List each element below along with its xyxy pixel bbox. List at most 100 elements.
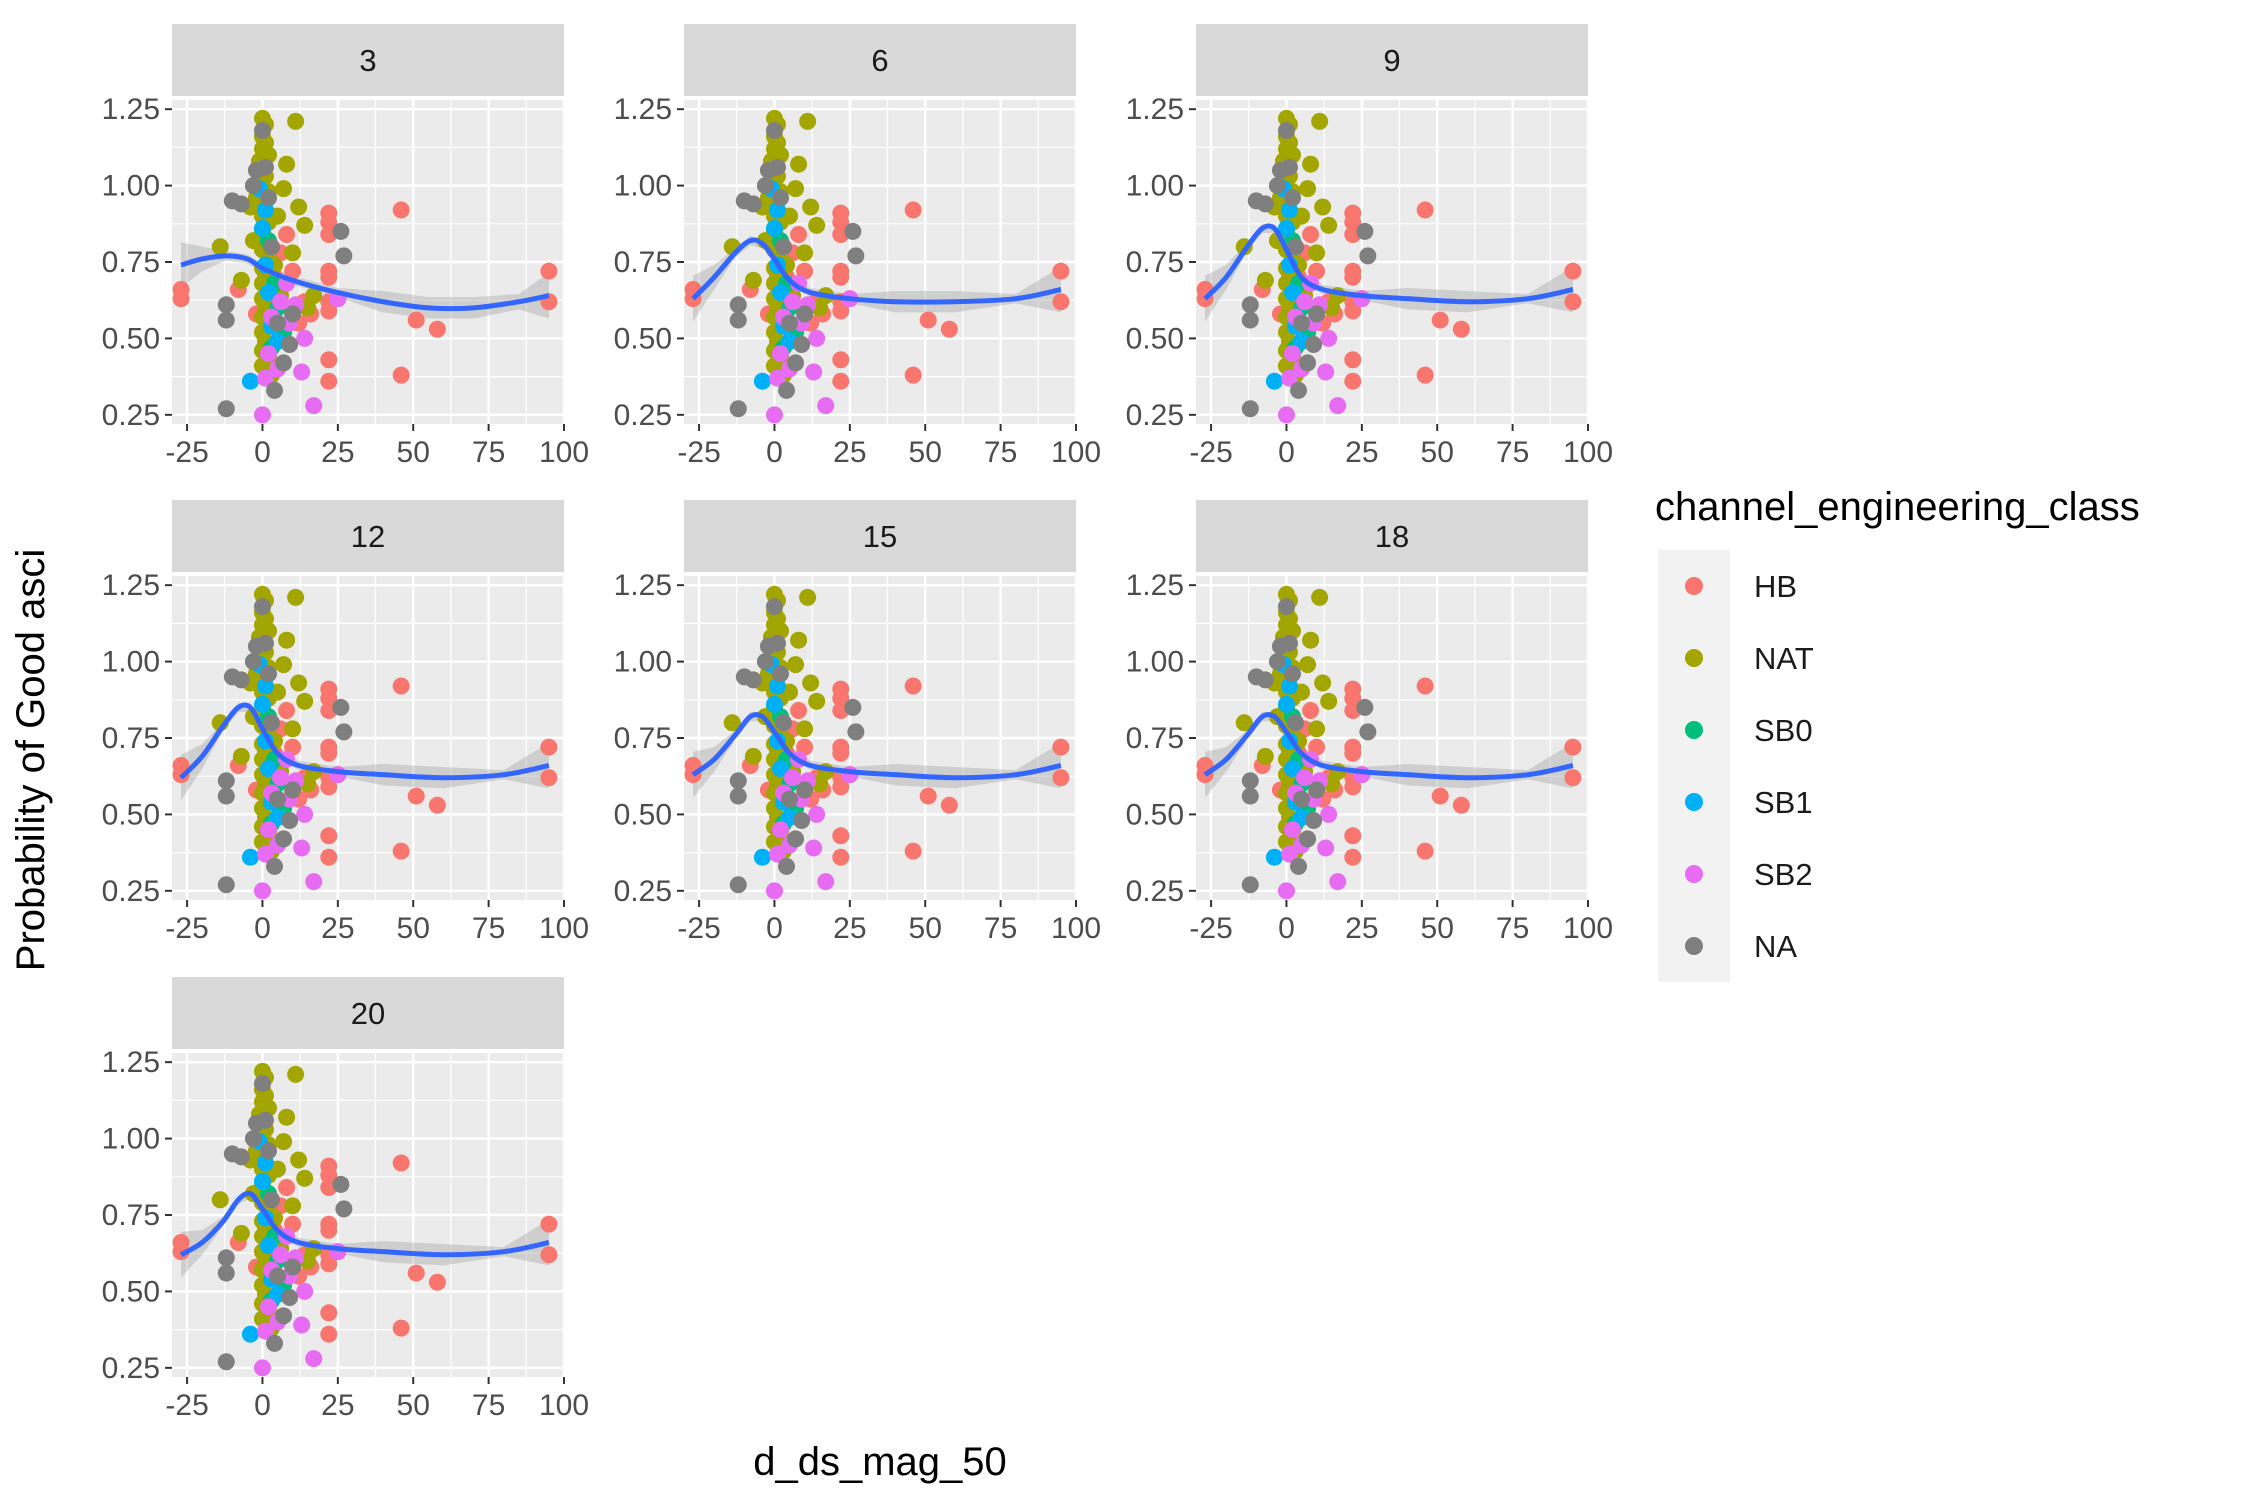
data-point-HB [428,320,446,338]
data-point-HB [904,201,922,219]
x-tick-label: 0 [254,436,271,469]
data-point-SB1 [253,695,271,713]
data-point-HB [832,213,850,231]
data-point-NAT [290,198,308,216]
data-point-SB2 [768,845,786,863]
data-point-NA [1241,400,1259,418]
data-point-NA [796,305,814,323]
data-point-NA [256,158,274,176]
plot-area [1196,109,1582,424]
x-tick-label: 0 [766,436,783,469]
data-point-NAT [278,155,296,173]
data-point-NAT [275,1133,293,1151]
data-point-NA [253,598,271,616]
data-point-HB [320,268,338,286]
data-point-NAT [1256,271,1274,289]
smooth-confidence-band [181,242,549,319]
data-point-SB2 [272,1246,290,1264]
data-point-SB1 [753,372,771,390]
y-tick-label: 0.50 [614,322,672,355]
data-point-NAT [723,714,741,732]
x-tick-label: 50 [397,436,430,469]
data-point-NA [844,222,862,240]
data-point-NA [244,1130,262,1148]
data-point-HB [832,848,850,866]
data-point-NAT [211,238,229,256]
data-point-HB [1344,778,1362,796]
legend: channel_engineering_class HB NAT SB0 SB1 SB2… [1655,485,2140,982]
data-point-HB [1344,689,1362,707]
data-point-SB2 [305,397,323,415]
plot-area [684,109,1070,424]
data-point-NA [281,812,299,830]
legend-label-NA: NA [1754,929,1797,964]
data-point-NA [244,653,262,671]
data-point-NAT [296,216,314,234]
data-point-NAT [278,1108,296,1126]
data-point-HB [1564,262,1582,280]
data-point-HB [904,842,922,860]
data-point-SB1 [1283,760,1301,778]
data-point-HB [1344,372,1362,390]
data-point-NAT [232,271,250,289]
data-point-HB [278,701,296,719]
x-tick-label: 50 [1421,436,1454,469]
data-point-SB2 [1280,845,1298,863]
data-point-NA [1293,314,1311,332]
data-point-NAT [290,674,308,692]
y-tick-label: 0.25 [102,875,160,908]
data-point-SB2 [771,345,789,363]
smooth-confidence-band [1205,223,1573,322]
data-point-NAT [287,1065,305,1083]
x-tick-label: 50 [397,912,430,945]
data-point-NA [263,238,281,256]
data-point-SB2 [808,805,826,823]
data-point-SB2 [1329,873,1347,891]
data-point-HB [540,1215,558,1233]
data-point-NA [1241,772,1259,790]
data-point-HB [320,1166,338,1184]
data-point-NA [281,1289,299,1307]
data-point-NAT [744,271,762,289]
data-point-SB2 [293,1316,311,1334]
y-tick-label: 1.00 [1126,646,1184,679]
data-point-NA [771,665,789,683]
data-point-NA [217,1249,235,1267]
smooth-line [179,702,550,781]
data-point-HB [540,738,558,756]
x-tick-label: 75 [472,436,505,469]
data-point-NAT [802,198,820,216]
data-point-SB1 [1283,284,1301,302]
x-tick-label: 25 [1345,912,1378,945]
data-point-NA [275,830,293,848]
data-point-HB [392,1319,410,1337]
y-tick-label: 0.25 [1126,875,1184,908]
data-point-HB [1344,268,1362,286]
data-point-NA [768,634,786,652]
data-point-HB [1452,320,1470,338]
x-tick-label: 100 [1563,912,1613,945]
facet-strip-label: 9 [1383,43,1400,78]
facet-panel-6: 6 0.25 0.50 0.75 1.00 1.25 -25 0 25 50 75 100 [614,24,1101,469]
plot-area [172,1062,558,1377]
data-point-SB2 [256,1322,274,1340]
data-point-NA [1283,665,1301,683]
data-point-NAT [1302,155,1320,173]
data-point-NA [729,772,747,790]
data-point-NAT [284,720,302,738]
data-point-NA [1268,653,1286,671]
data-point-NA [332,698,350,716]
data-point-HB [1344,213,1362,231]
data-point-SB2 [805,363,823,381]
data-point-SB2 [784,293,802,311]
legend-label-SB2: SB2 [1754,857,1813,892]
facet-panel-20: 20 0.25 0.50 0.75 1.00 1.25 -25 0 25 50 75 100 [102,977,589,1422]
data-point-NA [847,247,865,265]
x-tick-label: 75 [1496,436,1529,469]
data-point-NA [259,189,277,207]
data-point-HB [407,787,425,805]
data-point-NA [244,177,262,195]
data-point-SB1 [1265,372,1283,390]
facet-strip-label: 6 [871,43,888,78]
data-point-SB2 [1320,805,1338,823]
